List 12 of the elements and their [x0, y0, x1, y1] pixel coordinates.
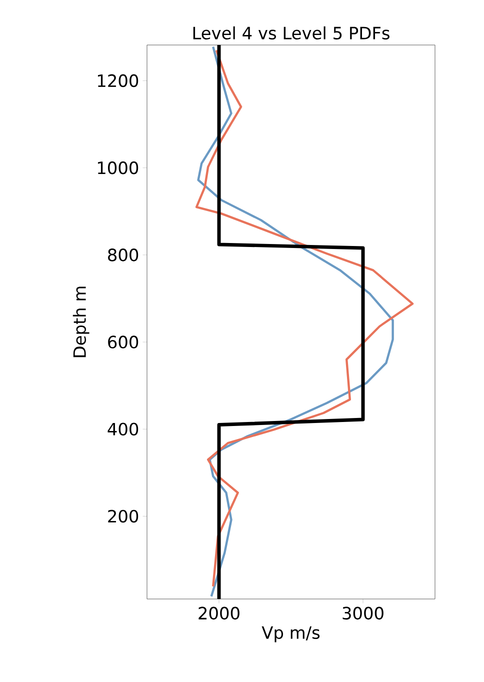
y-tick-label: 1200 — [98, 74, 138, 88]
x-tick-label: 3000 — [342, 606, 384, 620]
x-tick-label: 2000 — [198, 606, 240, 620]
x-axis-title: Vp m/s — [262, 626, 320, 642]
y-axis-title: Depth m — [72, 286, 90, 358]
chart-title: Level 4 vs Level 5 PDFs — [193, 26, 390, 40]
y-tick-label: 400 — [108, 422, 138, 436]
line-series — [217, 44, 365, 599]
y-tick-label: 1000 — [98, 161, 138, 174]
y-tick-label: 600 — [108, 336, 138, 348]
y-tick-label: 800 — [108, 248, 138, 262]
y-tick-label: 200 — [108, 510, 138, 523]
